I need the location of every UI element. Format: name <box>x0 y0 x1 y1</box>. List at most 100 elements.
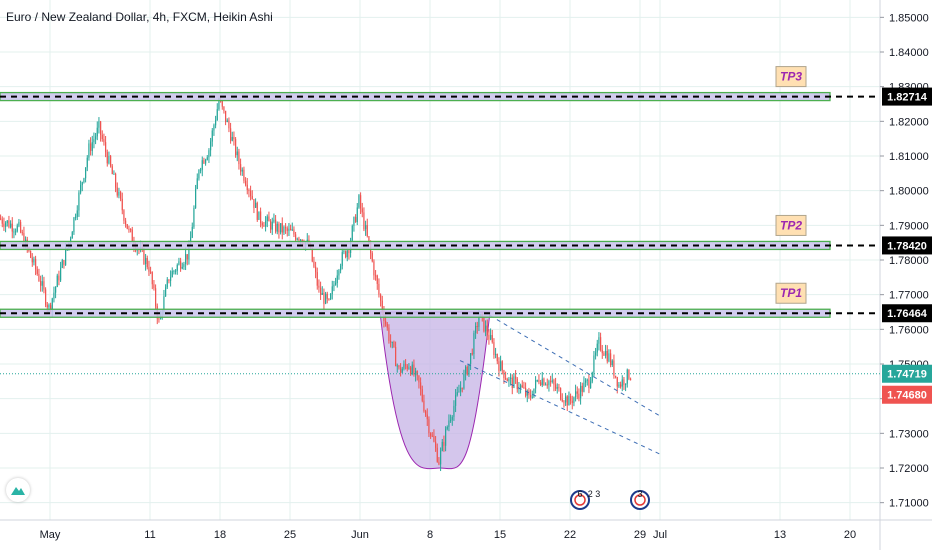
candle-body <box>380 294 382 301</box>
candle-body <box>565 396 567 403</box>
candle-body <box>411 364 413 375</box>
candle-body <box>208 150 210 158</box>
candle-body <box>465 366 467 375</box>
x-tick-label: May <box>40 529 61 541</box>
event-marker[interactable]: 6 2 3 <box>570 489 601 510</box>
candle-body <box>548 381 550 386</box>
y-tick-label: 1.76000 <box>889 324 929 336</box>
candle-body <box>341 252 343 266</box>
candle-body <box>503 370 505 379</box>
candle-body <box>203 160 205 164</box>
candle-body <box>520 385 522 389</box>
previous-close-tag <box>882 385 932 404</box>
candle-body <box>401 368 403 373</box>
candle-body <box>426 414 428 420</box>
candle-body <box>96 127 98 137</box>
channel-line-lower[interactable] <box>459 360 661 455</box>
candle-body <box>485 325 487 332</box>
candle-body <box>108 156 110 164</box>
candle-body <box>111 166 113 175</box>
candle-body <box>576 391 578 394</box>
candle-body <box>395 347 397 367</box>
candle-body <box>110 156 112 167</box>
candle-body <box>473 333 475 355</box>
candle-body <box>211 130 213 142</box>
candle-body <box>533 388 535 397</box>
candle-body <box>16 225 18 232</box>
y-tick-label: 1.73000 <box>889 428 929 440</box>
tp-label-box <box>775 282 807 304</box>
candle-body <box>621 379 623 387</box>
candle-body <box>260 211 262 224</box>
candle-body <box>346 250 348 258</box>
candle-body <box>386 323 388 328</box>
candle-body <box>536 380 538 382</box>
candle-body <box>613 360 615 376</box>
candle-body <box>281 223 283 233</box>
candle-body <box>525 387 527 396</box>
candle-body <box>366 225 368 237</box>
candle-body <box>358 195 360 208</box>
event-marker[interactable]: 3 <box>630 489 650 510</box>
candle-body <box>155 288 157 307</box>
level-price-tag <box>882 236 932 255</box>
candle-body <box>356 207 358 223</box>
candle-body <box>150 271 152 273</box>
candle-body <box>171 271 173 278</box>
candle-body <box>425 411 427 415</box>
candle-body <box>175 270 177 272</box>
candle-body <box>170 277 172 281</box>
candle-body <box>186 254 188 260</box>
level-tp2[interactable]: TP2 1.78420 <box>0 214 932 255</box>
candle-body <box>400 367 402 373</box>
candle-body <box>228 120 230 129</box>
candle-body <box>130 228 132 230</box>
event-label: 6 <box>577 489 582 499</box>
candle-body <box>318 285 320 288</box>
tp-label: TP2 <box>780 218 802 232</box>
x-tick-label: 11 <box>144 529 155 541</box>
candle-body <box>466 366 468 375</box>
candle-body <box>340 265 342 271</box>
y-tick-label: 1.84000 <box>889 47 929 59</box>
candle-body <box>335 282 337 285</box>
candle-body <box>410 367 412 375</box>
candle-body <box>591 372 593 382</box>
tradingview-logo[interactable] <box>6 478 30 502</box>
candle-body <box>391 341 393 343</box>
candle-body <box>146 258 148 268</box>
candle-body <box>326 293 328 299</box>
level-tp1[interactable]: TP1 1.76464 <box>0 282 932 323</box>
x-tick-label: 20 <box>844 529 856 541</box>
level-tp3[interactable]: TP3 1.82714 <box>0 66 932 106</box>
candle-body <box>40 280 42 286</box>
candle-body <box>575 391 577 398</box>
event-count: 2 3 <box>588 489 601 499</box>
candle-body <box>430 433 432 436</box>
candle-body <box>595 352 597 356</box>
candle-body <box>61 260 63 268</box>
candle-body <box>440 450 442 465</box>
candle-body <box>266 216 268 221</box>
candle-body <box>125 220 127 225</box>
candle-body <box>226 120 228 123</box>
candle-body <box>163 296 165 313</box>
candle-body <box>355 217 357 223</box>
candle-body <box>521 385 523 388</box>
candle-body <box>316 272 318 286</box>
event-ring <box>634 494 646 506</box>
candle-body <box>76 210 78 217</box>
candle-body <box>35 258 37 270</box>
candle-body <box>251 196 253 200</box>
candle-body <box>143 249 145 265</box>
candle-body <box>21 232 23 234</box>
channel-line-upper[interactable] <box>489 315 661 417</box>
event-ring <box>574 494 586 506</box>
candle-body <box>615 375 617 378</box>
candle-body <box>551 380 553 382</box>
candle-body <box>20 222 22 233</box>
candle-body <box>238 151 240 165</box>
candle-body <box>98 121 100 128</box>
candle-body <box>598 337 600 344</box>
